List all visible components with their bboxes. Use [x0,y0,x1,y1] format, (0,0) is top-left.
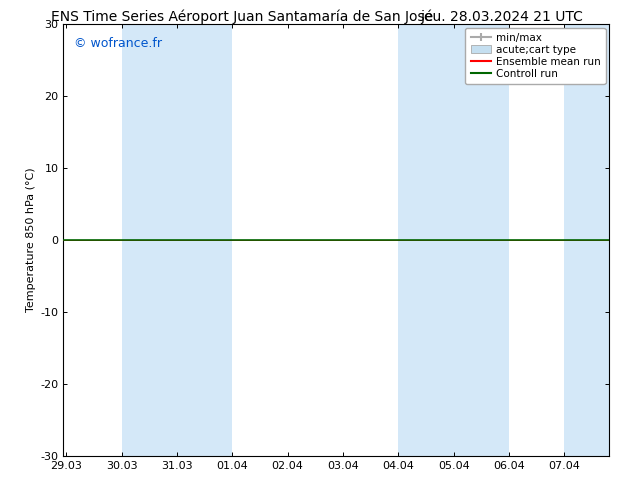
Bar [398,24,454,456]
Bar [177,24,232,456]
Y-axis label: Temperature 850 hPa (°C): Temperature 850 hPa (°C) [26,168,36,313]
Text: jeu. 28.03.2024 21 UTC: jeu. 28.03.2024 21 UTC [420,10,583,24]
Text: © wofrance.fr: © wofrance.fr [74,37,162,50]
Legend: min/max, acute;cart type, Ensemble mean run, Controll run: min/max, acute;cart type, Ensemble mean … [465,27,605,84]
Bar [122,24,177,456]
Text: ENS Time Series Aéroport Juan Santamaría de San José: ENS Time Series Aéroport Juan Santamaría… [51,10,433,24]
Bar [454,24,509,456]
Bar [564,24,619,456]
